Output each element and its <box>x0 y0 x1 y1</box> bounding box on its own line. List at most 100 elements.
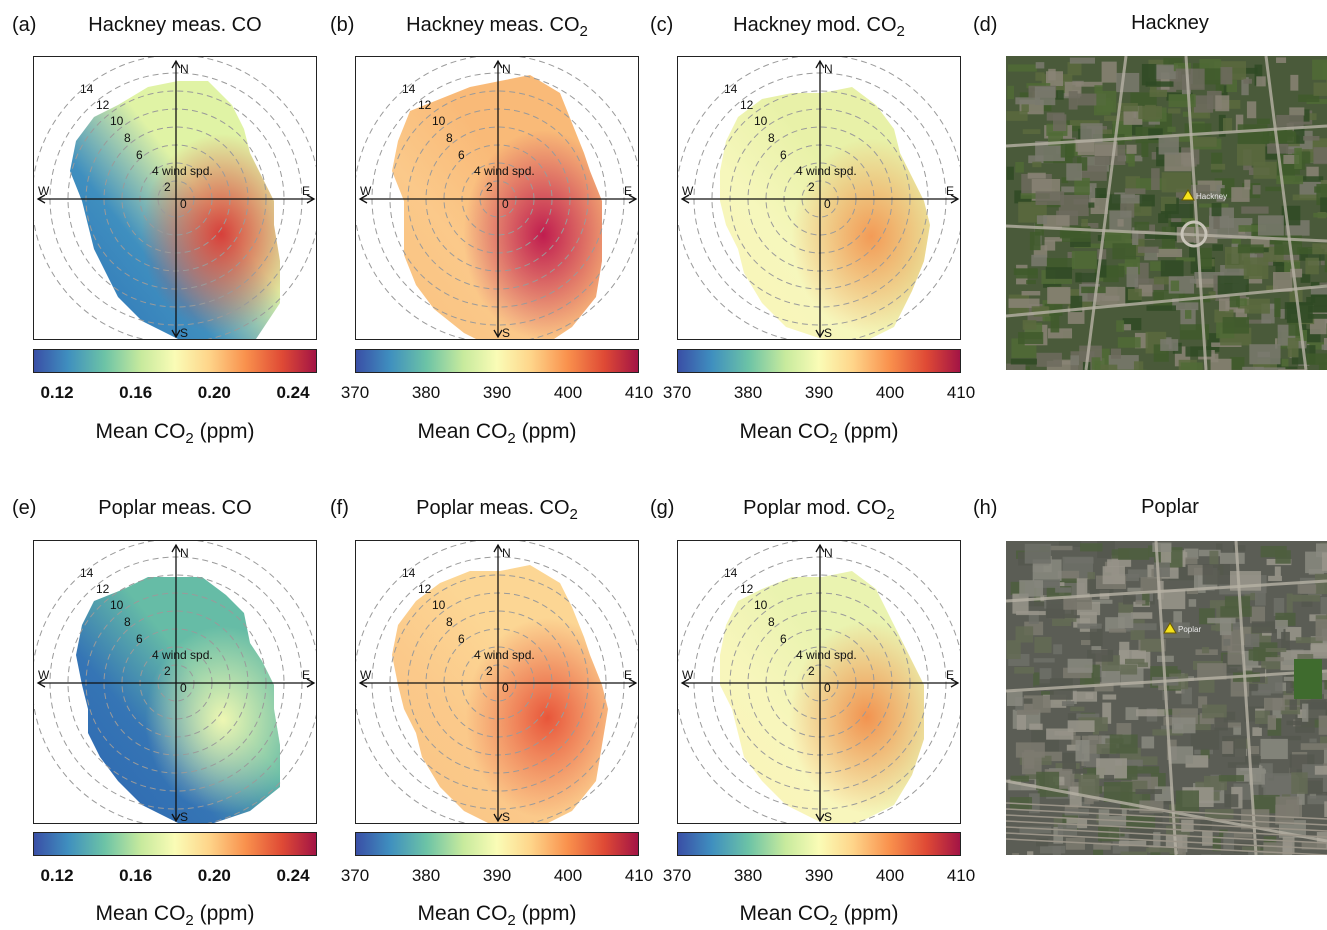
map-block <box>1124 188 1146 195</box>
map-block <box>1043 282 1062 288</box>
map-block <box>1014 666 1035 674</box>
map-block <box>1146 305 1176 311</box>
map-block <box>1199 247 1212 270</box>
map-block <box>1175 790 1200 812</box>
map-block <box>1077 623 1102 629</box>
map-block <box>1297 654 1314 660</box>
map-svg-h: Poplar <box>1006 541 1327 855</box>
map-block <box>1140 577 1162 593</box>
map-block <box>1102 694 1117 700</box>
wind-rose-hotspot <box>392 75 602 339</box>
map-block <box>1015 626 1034 643</box>
map-block <box>1300 699 1326 710</box>
map-block <box>1132 756 1158 766</box>
map-block <box>1220 606 1252 617</box>
map-block <box>1073 199 1093 205</box>
ring-label-6: 6 <box>458 148 465 162</box>
map-rail-track <box>1006 826 1327 844</box>
map-block <box>1168 108 1181 114</box>
map-block <box>1290 594 1320 602</box>
map-road <box>1006 579 1327 603</box>
colorbar-a <box>33 349 317 373</box>
map-block <box>1156 655 1174 662</box>
map-block <box>1184 548 1199 560</box>
map-block <box>1070 295 1083 313</box>
map-block <box>1179 324 1210 340</box>
map-block <box>1286 720 1308 726</box>
colorbar-tick-0.12: 0.12 <box>40 866 74 885</box>
map-block <box>1301 842 1326 850</box>
ring-label-2: 2 <box>486 664 493 678</box>
colorbar-tick-370: 370 <box>340 866 370 885</box>
map-block <box>1324 675 1327 690</box>
map-block <box>1320 197 1327 213</box>
cbar-label-sub: 2 <box>829 912 838 930</box>
map-block <box>1244 298 1270 314</box>
map-block <box>1283 695 1296 700</box>
map-block <box>1267 715 1277 730</box>
map-block <box>1006 640 1021 660</box>
colorbar-tick-0.16: 0.16 <box>119 866 153 885</box>
map-block <box>1034 86 1056 106</box>
ring-label-0: 0 <box>180 197 187 211</box>
map-green-field <box>1294 659 1322 699</box>
map-block <box>1211 152 1223 173</box>
colorbar-label-e: Mean CO2 (ppm) <box>33 902 317 929</box>
map-block <box>1175 68 1205 90</box>
map-block <box>1055 587 1072 593</box>
map-block <box>1027 851 1034 855</box>
map-road <box>1006 224 1327 243</box>
map-block <box>1247 275 1263 284</box>
map-block <box>1310 287 1327 295</box>
cbar-label-sub: 2 <box>507 912 516 930</box>
map-block <box>1256 118 1270 125</box>
map-block <box>1160 72 1170 90</box>
map-block <box>1164 152 1192 172</box>
map-block <box>1312 59 1327 80</box>
map-block <box>1212 244 1224 251</box>
map-block <box>1300 743 1327 750</box>
map-block <box>1127 288 1142 301</box>
compass-label-n: N <box>824 62 833 76</box>
map-block <box>1252 794 1280 814</box>
map-block <box>1007 64 1037 72</box>
compass-label-w: W <box>360 668 372 682</box>
map-block <box>1083 767 1106 779</box>
map-block <box>1006 691 1023 706</box>
panel-label-h: (h) <box>973 497 998 519</box>
map-block <box>1192 137 1217 147</box>
map-block <box>1070 706 1085 712</box>
colorbar-f <box>355 832 639 856</box>
map-block <box>1067 658 1093 673</box>
map-block <box>1095 364 1118 370</box>
map-block <box>1236 143 1266 166</box>
title-subscript: 2 <box>579 23 588 40</box>
map-block <box>1156 248 1183 258</box>
map-block <box>1267 259 1288 267</box>
map-block <box>1261 631 1272 636</box>
map-block <box>1253 161 1279 179</box>
map-block <box>1170 280 1180 292</box>
map-road <box>1006 284 1327 318</box>
map-block <box>1140 638 1164 652</box>
map-block <box>1041 691 1058 696</box>
map-block <box>1216 543 1223 551</box>
map-block <box>1081 218 1088 234</box>
polar-plot-c: N E S W 0 2 4 6 8 10 12 14 wind spd. <box>677 56 961 340</box>
map-block <box>1153 832 1161 848</box>
map-block <box>1271 735 1302 741</box>
ring-label-14: 14 <box>80 82 94 96</box>
map-block <box>1080 640 1091 646</box>
map-block <box>1273 272 1293 292</box>
map-block <box>1151 168 1160 190</box>
map-block <box>1276 57 1287 63</box>
map-block <box>1027 172 1046 179</box>
map-block <box>1120 851 1148 855</box>
map-block <box>1244 633 1260 648</box>
ring-label-12: 12 <box>740 582 754 596</box>
compass-label-n: N <box>824 546 833 560</box>
map-block <box>1243 78 1252 84</box>
ring-label-4: 4 <box>474 164 481 178</box>
map-block <box>1147 545 1155 558</box>
map-block <box>1245 755 1261 763</box>
